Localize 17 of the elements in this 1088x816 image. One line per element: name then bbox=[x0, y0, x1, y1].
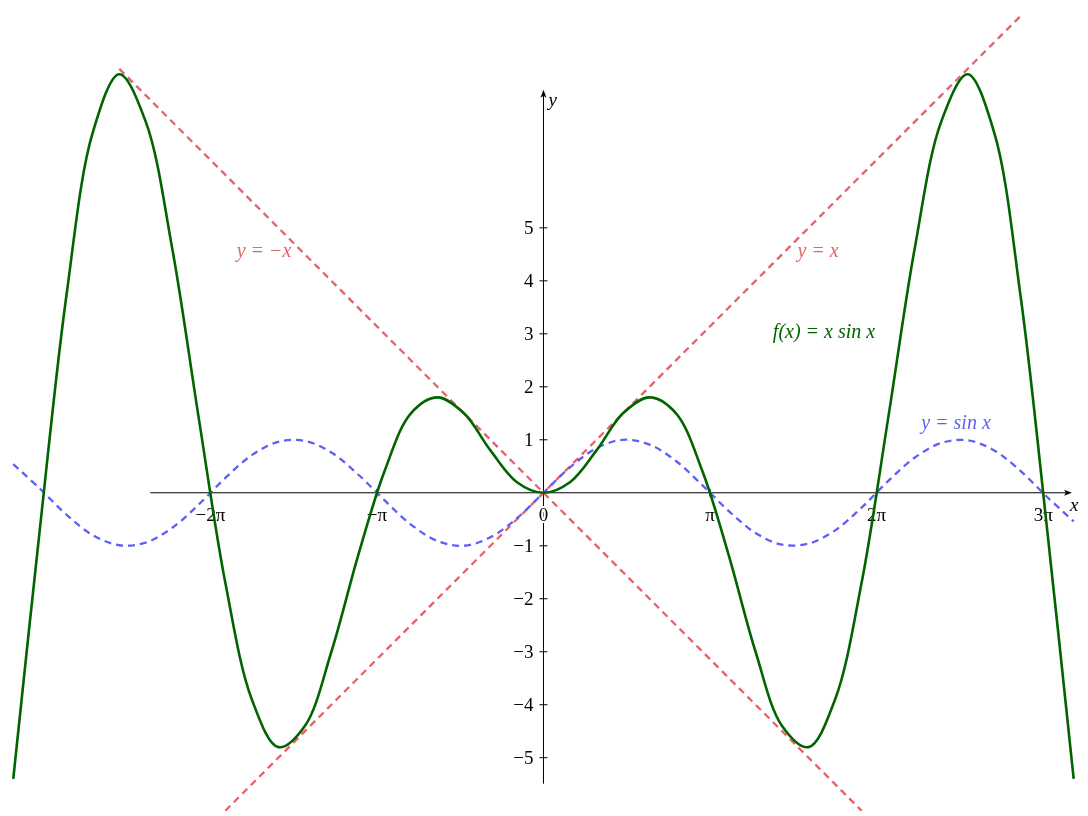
x-tick-label: π bbox=[705, 503, 716, 525]
y-tick-label: 2 bbox=[523, 375, 534, 397]
annotation: y = sin x bbox=[919, 410, 991, 434]
y-axis-title: y bbox=[546, 88, 558, 110]
y-tick-label: 1 bbox=[523, 428, 534, 450]
y-tick-label: 5 bbox=[523, 216, 534, 238]
y-tick-label: −3 bbox=[513, 640, 534, 662]
y-tick-label: −5 bbox=[513, 746, 534, 768]
y-tick-label: −2 bbox=[513, 587, 534, 609]
annotation: y = −x bbox=[234, 238, 292, 262]
y-tick-label: 4 bbox=[523, 269, 534, 291]
annotation: y = x bbox=[795, 238, 839, 262]
x-axis-title: x bbox=[1069, 493, 1079, 515]
y-tick-label: −1 bbox=[513, 534, 534, 556]
y-tick-label: −4 bbox=[513, 693, 534, 715]
annotation: f(x) = x sin x bbox=[772, 319, 876, 343]
y-tick-label: 3 bbox=[523, 322, 534, 344]
